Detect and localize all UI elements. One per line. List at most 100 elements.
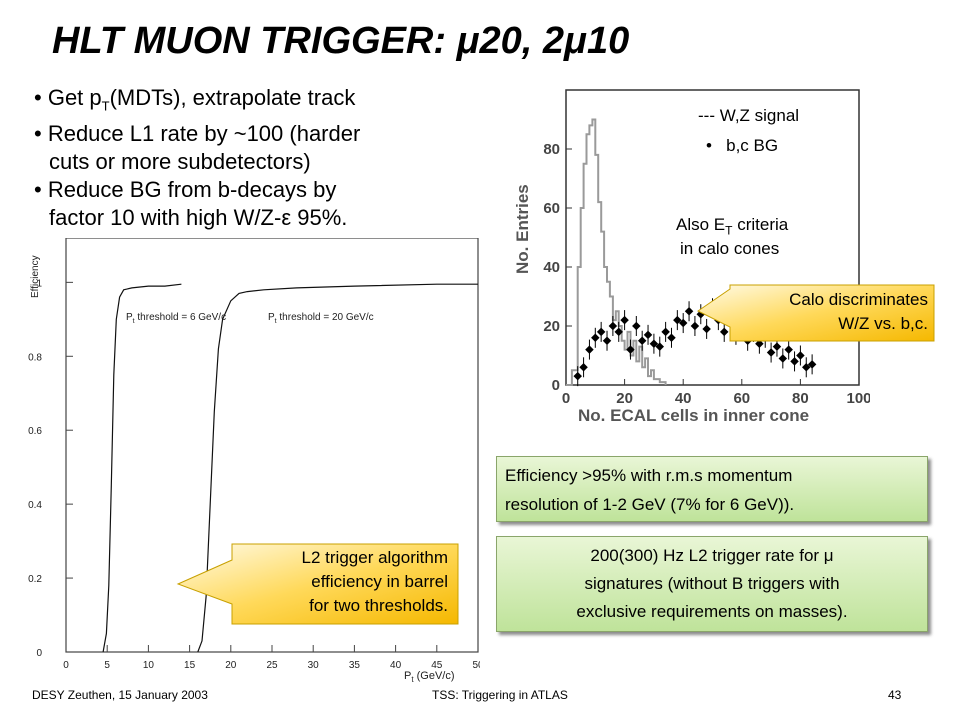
box-text: resolution of 1-2 GeV (7% for 6 GeV)). <box>505 495 795 514</box>
efficiency-box: Efficiency >95% with r.m.s momentum reso… <box>496 456 928 522</box>
bullet-item: • Get pT(MDTs), extrapolate track <box>34 85 356 114</box>
bg-point <box>684 301 694 322</box>
y-tick-label: 60 <box>543 200 560 217</box>
page-number: 43 <box>888 688 902 702</box>
x-tick-label: 50 <box>472 660 480 671</box>
bullet-item: • Reduce BG from b-decays by <box>34 177 337 203</box>
x-tick-label: 10 <box>143 660 155 671</box>
bg-point <box>585 339 594 360</box>
y-axis-label: No. Entries <box>513 184 532 274</box>
threshold-label-20: Pt threshold = 20 GeV/c <box>268 312 374 325</box>
x-axis-label: Pt (GeV/c) <box>404 670 455 684</box>
bullet-continuation: cuts or more subdetectors) <box>49 149 311 175</box>
bg-point <box>807 354 817 375</box>
x-tick-label: 60 <box>733 390 750 407</box>
x-tick-label: 0 <box>562 390 570 407</box>
y-tick-label: 0.4 <box>28 500 42 511</box>
series-wz-signal <box>566 118 667 386</box>
y-tick-label: 0.8 <box>28 352 42 363</box>
threshold-label-6: Pt threshold = 6 GeV/c <box>126 312 226 325</box>
y-tick-label: 0.6 <box>28 426 42 437</box>
y-tick-label: 40 <box>543 259 560 276</box>
bg-point <box>579 357 588 378</box>
x-tick-label: 0 <box>63 660 69 671</box>
bg-point <box>673 310 682 331</box>
bg-point <box>690 316 700 336</box>
l2-rate-box: 200(300) Hz L2 trigger rate for μ signat… <box>496 536 928 632</box>
bullet-continuation: factor 10 with high W/Z-ε 95%. <box>49 205 348 231</box>
bg-point <box>596 321 606 342</box>
bg-point <box>637 330 647 351</box>
bg-point <box>643 324 653 345</box>
bg-point <box>620 310 629 331</box>
bg-point <box>796 345 805 366</box>
x-tick-label: 15 <box>184 660 196 671</box>
bg-point <box>602 330 612 351</box>
x-tick-label: 40 <box>675 390 692 407</box>
box-text: 200(300) Hz L2 trigger rate for μ <box>590 546 834 565</box>
page-title: HLT MUON TRIGGER: μ20, 2μ10 <box>52 20 630 62</box>
bg-point <box>573 366 582 387</box>
bg-point <box>655 336 665 357</box>
bg-point <box>591 327 600 348</box>
callout-text: for two thresholds. <box>309 596 448 615</box>
x-tick-label: 5 <box>104 660 110 671</box>
callout-text: efficiency in barrel <box>311 572 448 591</box>
callout-calo: Calo discriminates W/Z vs. b,c. <box>736 288 928 336</box>
bg-point <box>678 313 688 334</box>
epsilon-symbol: ε <box>281 205 292 231</box>
x-tick-label: 25 <box>266 660 278 671</box>
y-tick-label: 0 <box>552 377 560 394</box>
callout-text: Calo discriminates <box>789 290 928 309</box>
mu-symbol: μ <box>564 20 587 62</box>
x-axis-label: No. ECAL cells in inner cone <box>578 406 809 425</box>
bg-point <box>719 321 729 342</box>
callout-calo-shape <box>697 284 935 342</box>
plot-frame <box>565 89 860 386</box>
x-tick-label: 20 <box>225 660 237 671</box>
y-tick-label: 1 <box>36 278 42 289</box>
bg-point <box>702 318 711 339</box>
y-axis-label: Efficiency <box>30 255 41 298</box>
x-tick-label: 30 <box>308 660 320 671</box>
efficiency-curve-6gev <box>102 283 182 653</box>
x-tick-label: 100 <box>846 390 870 407</box>
x-tick-label: 35 <box>349 660 361 671</box>
footer-title: TSS: Triggering in ATLAS <box>432 688 568 702</box>
y-tick-label: 0.2 <box>28 574 42 585</box>
y-tick-label: 80 <box>543 141 560 158</box>
also-et-note-line2: in calo cones <box>680 239 780 258</box>
bullet-item: • Reduce L1 rate by ~100 (harder <box>34 121 361 147</box>
x-tick-label: 40 <box>390 660 402 671</box>
bg-point <box>778 348 788 369</box>
also-et-note: Also ET criteria <box>676 215 789 238</box>
mu-symbol: μ <box>823 546 834 565</box>
callout-l2: L2 trigger algorithm efficiency in barre… <box>236 546 448 618</box>
bg-point <box>667 327 676 348</box>
bg-point <box>661 321 670 342</box>
efficiency-plot: Efficiency Pt (GeV/c) Pt threshold = 6 G… <box>28 238 480 684</box>
box-text: signatures (without B triggers with <box>584 574 840 593</box>
y-tick-label: 0 <box>36 648 42 659</box>
x-tick-label: 80 <box>792 390 809 407</box>
x-tick-label: 45 <box>431 660 443 671</box>
mu-symbol: μ <box>456 20 480 62</box>
y-tick-label: 20 <box>543 318 560 335</box>
bullet-list: • Get pT(MDTs), extrapolate track • Redu… <box>34 84 360 232</box>
bg-point <box>802 357 811 378</box>
bg-point <box>784 339 793 360</box>
callout-text: L2 trigger algorithm <box>301 548 448 567</box>
callout-l2-shape <box>176 543 459 625</box>
bg-point <box>790 351 799 372</box>
legend-bg: • b,c BG <box>706 136 779 155</box>
box-text: exclusive requirements on masses). <box>576 602 848 621</box>
footer-date: DESY Zeuthen, 15 January 2003 <box>32 688 208 702</box>
x-tick-label: 20 <box>616 390 633 407</box>
bg-point <box>632 316 641 336</box>
efficiency-curve-20gev <box>197 283 478 653</box>
box-text: Efficiency >95% with r.m.s momentum <box>505 466 793 485</box>
bg-point <box>766 342 776 363</box>
legend-signal: --- W,Z signal <box>698 106 800 125</box>
callout-text: W/Z vs. b,c. <box>838 314 928 333</box>
bg-point <box>649 333 659 354</box>
